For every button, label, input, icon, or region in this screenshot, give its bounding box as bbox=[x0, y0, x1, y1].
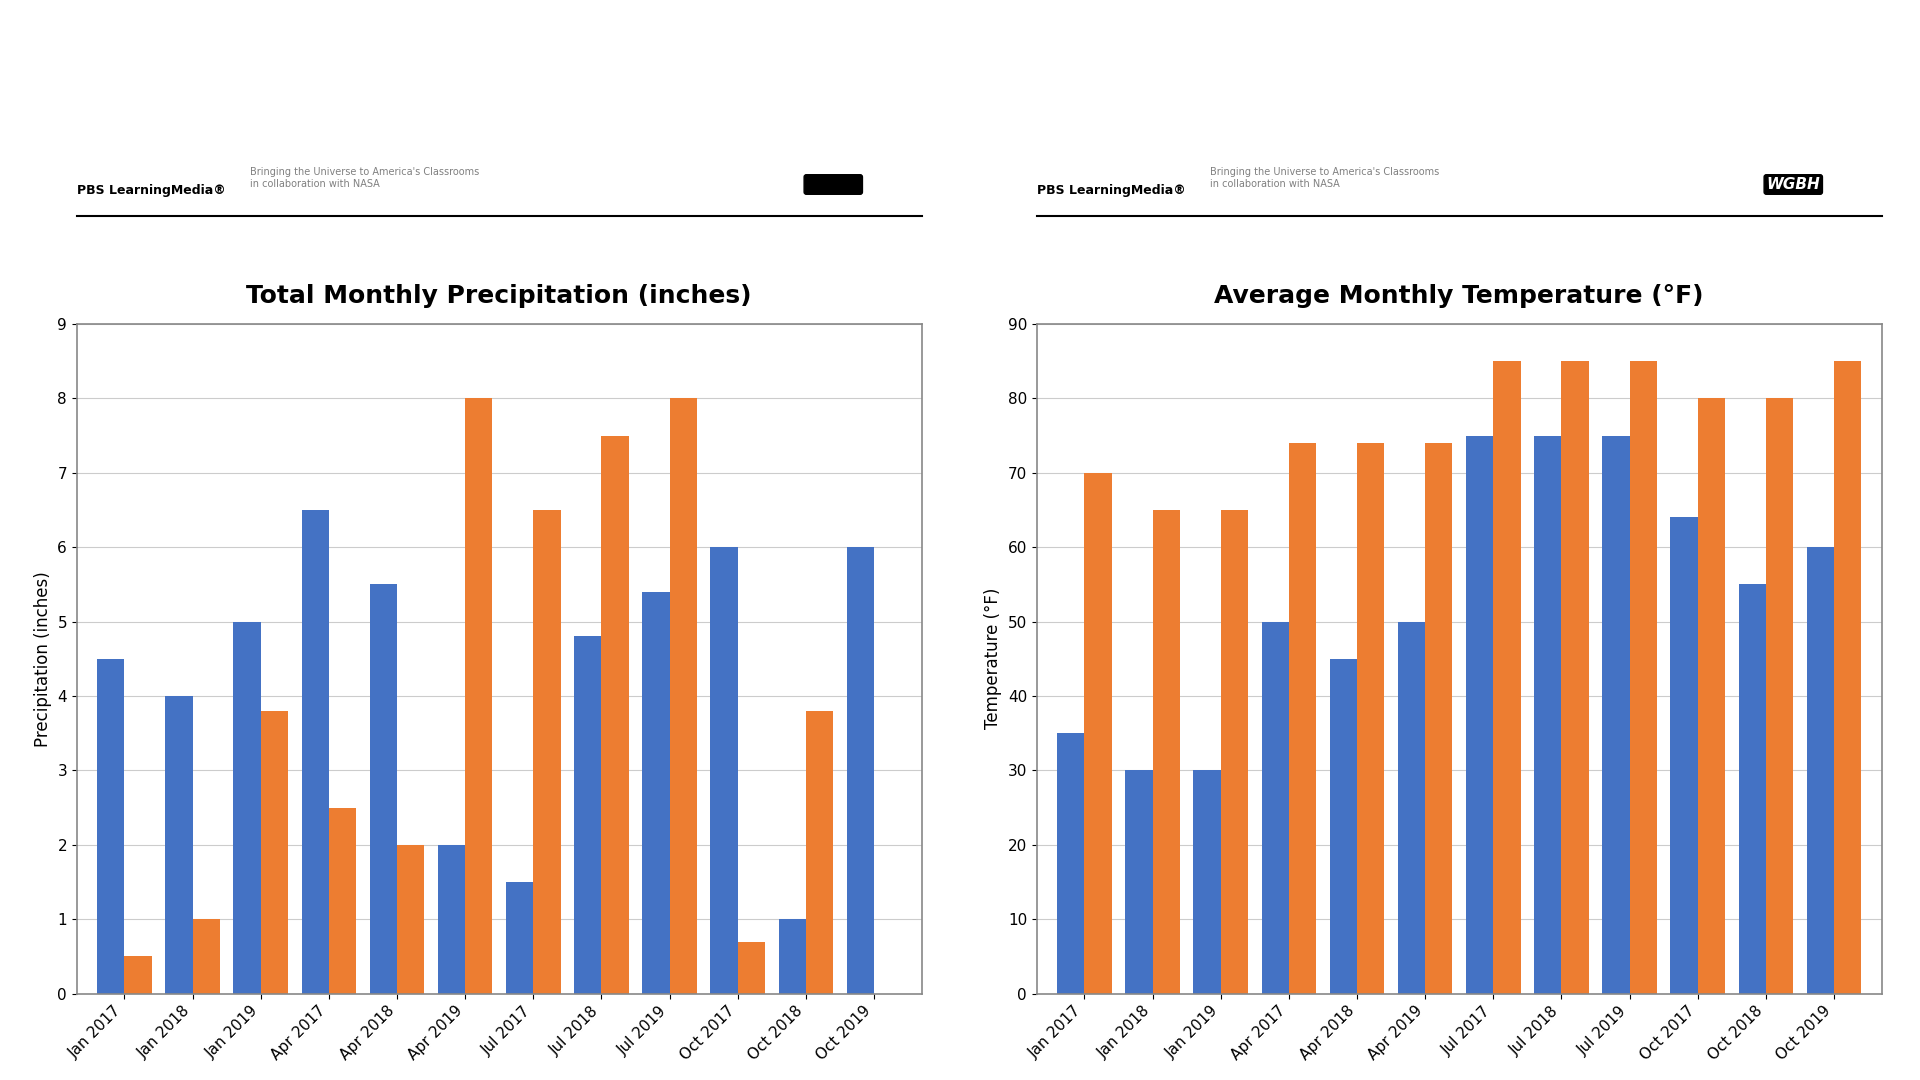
Bar bbox=[1331, 659, 1357, 994]
Bar bbox=[1194, 770, 1221, 994]
Bar bbox=[1697, 399, 1724, 994]
Bar bbox=[737, 942, 764, 994]
Text: PBS LearningMedia®: PBS LearningMedia® bbox=[77, 185, 225, 198]
Bar bbox=[670, 399, 697, 994]
Bar bbox=[710, 548, 737, 994]
Bar bbox=[1494, 361, 1521, 994]
Bar bbox=[1630, 361, 1657, 994]
Bar bbox=[643, 592, 670, 994]
Bar bbox=[1807, 548, 1834, 994]
Bar bbox=[1288, 443, 1315, 994]
Text: WGBH: WGBH bbox=[806, 177, 860, 192]
Bar bbox=[1425, 443, 1452, 994]
Title: Average Monthly Temperature (°F): Average Monthly Temperature (°F) bbox=[1215, 284, 1703, 308]
Bar bbox=[397, 845, 424, 994]
Bar bbox=[1467, 435, 1494, 994]
Bar bbox=[98, 659, 125, 994]
Text: WGBH: WGBH bbox=[1766, 177, 1820, 192]
Bar bbox=[1398, 622, 1425, 994]
Bar bbox=[192, 919, 221, 994]
Text: Bringing the Universe to America's Classrooms
in collaboration with NASA: Bringing the Universe to America's Class… bbox=[250, 167, 478, 189]
Bar bbox=[1766, 399, 1793, 994]
Bar bbox=[301, 510, 328, 994]
Bar bbox=[1561, 361, 1588, 994]
Bar bbox=[1261, 622, 1288, 994]
Bar bbox=[1085, 473, 1112, 994]
Title: Total Monthly Precipitation (inches): Total Monthly Precipitation (inches) bbox=[246, 284, 753, 308]
Bar bbox=[261, 711, 288, 994]
Bar bbox=[1834, 361, 1860, 994]
Bar bbox=[371, 584, 397, 994]
Bar bbox=[1152, 510, 1181, 994]
Bar bbox=[1738, 584, 1766, 994]
Bar bbox=[165, 696, 192, 994]
Bar bbox=[1603, 435, 1630, 994]
Bar bbox=[1221, 510, 1248, 994]
Bar bbox=[601, 435, 628, 994]
Text: PBS LearningMedia®: PBS LearningMedia® bbox=[1037, 185, 1185, 198]
Bar bbox=[574, 636, 601, 994]
Bar bbox=[534, 510, 561, 994]
Bar bbox=[438, 845, 465, 994]
Bar bbox=[507, 882, 534, 994]
Y-axis label: Precipitation (inches): Precipitation (inches) bbox=[35, 571, 52, 746]
Bar bbox=[328, 808, 355, 994]
Bar bbox=[1357, 443, 1384, 994]
Bar bbox=[778, 919, 806, 994]
Bar bbox=[1670, 517, 1697, 994]
Y-axis label: Temperature (°F): Temperature (°F) bbox=[985, 589, 1002, 729]
Bar bbox=[1534, 435, 1561, 994]
Bar bbox=[1125, 770, 1152, 994]
Bar bbox=[847, 548, 874, 994]
Bar bbox=[465, 399, 492, 994]
Bar bbox=[1058, 733, 1085, 994]
Bar bbox=[806, 711, 833, 994]
Bar bbox=[234, 622, 261, 994]
Text: Bringing the Universe to America's Classrooms
in collaboration with NASA: Bringing the Universe to America's Class… bbox=[1210, 167, 1438, 189]
Bar bbox=[125, 957, 152, 994]
